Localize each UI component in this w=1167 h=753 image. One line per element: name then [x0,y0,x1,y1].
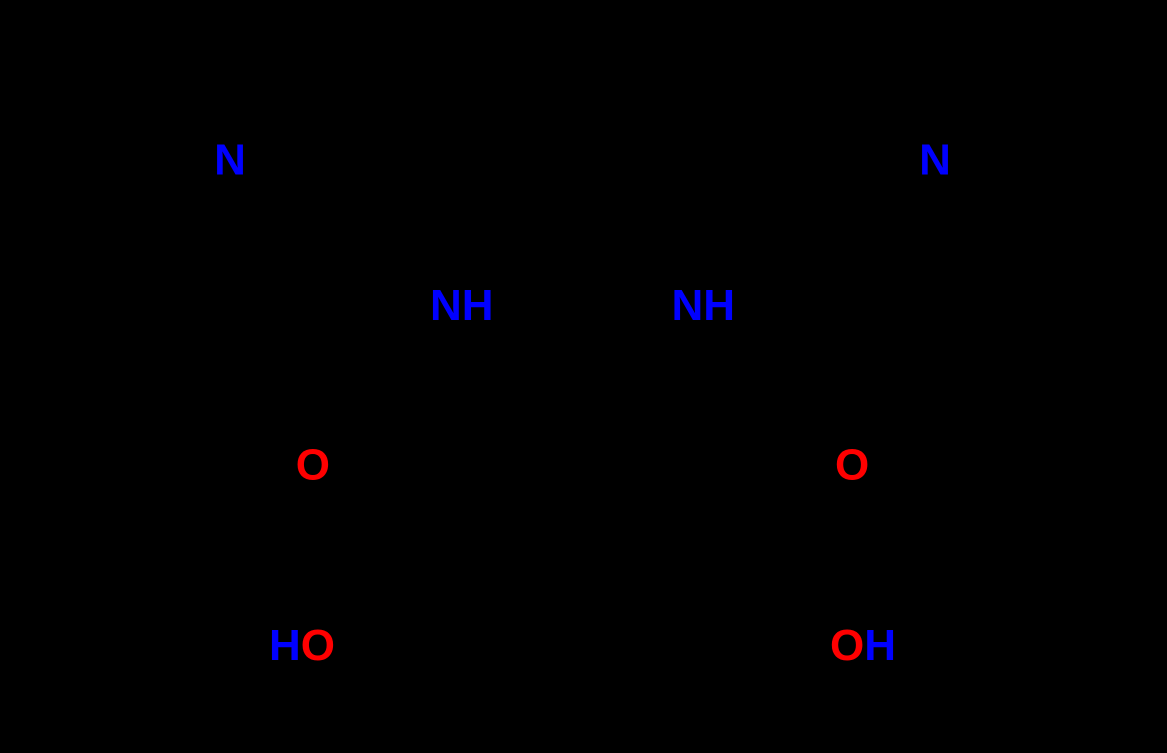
atom-label-nh_l: NH [430,281,494,330]
chemical-structure: N NH O HO N NH O OH [0,0,1167,753]
atom-label-o_l_dbl: O [296,441,330,490]
atom-label-n_r_top: N [919,136,951,185]
atom-label-oh_l: HO [269,621,335,670]
background [0,0,1167,753]
atom-label-nh_r: NH [671,281,735,330]
atom-label-oh_r: OH [830,621,896,670]
atom-label-o_r_dbl: O [835,441,869,490]
atom-label-n_l_top: N [214,136,246,185]
